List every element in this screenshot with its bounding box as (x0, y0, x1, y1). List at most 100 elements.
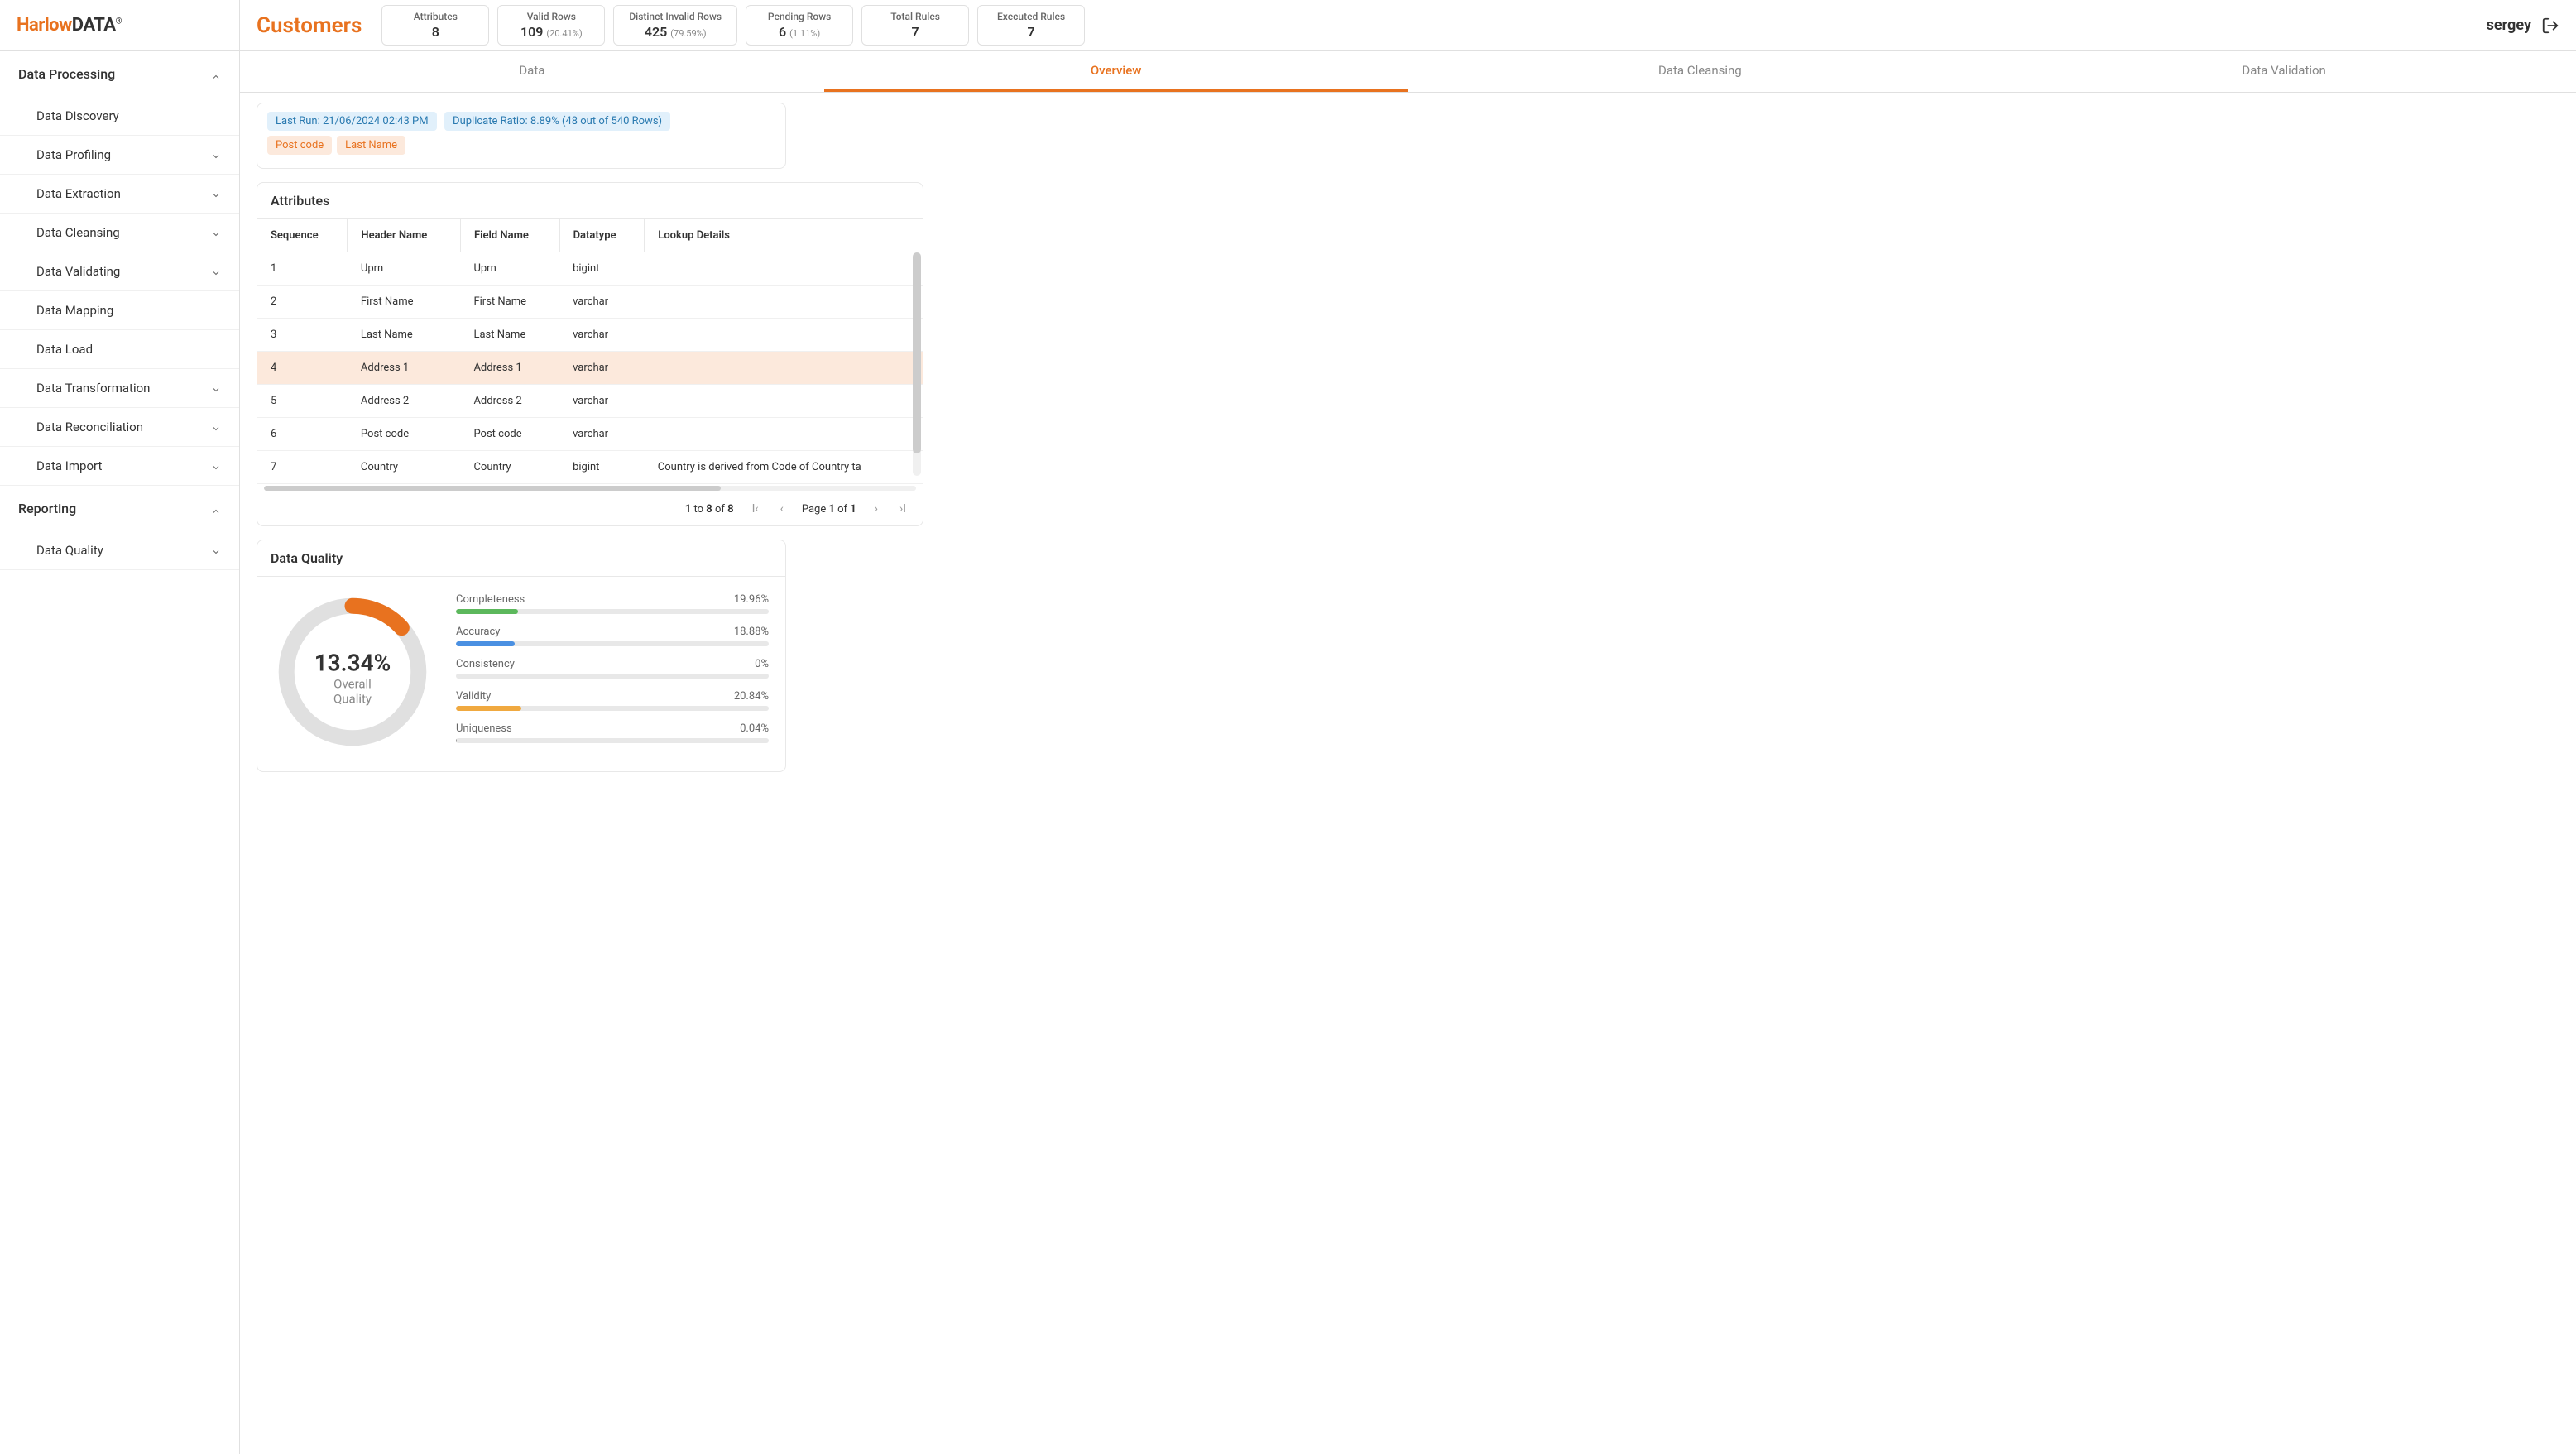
nav-item-label: Data Quality (36, 543, 103, 558)
quality-metric: Accuracy18.88% (456, 626, 769, 646)
metric-bar (456, 674, 769, 679)
chevron-down-icon (211, 228, 221, 238)
logo-part2: DATA (72, 15, 116, 36)
pagination: 1 to 8 of 8 I‹ ‹ Page 1 of 1 › ›I (257, 492, 923, 525)
metric-value: 0% (755, 658, 769, 670)
stat-sub: (79.59%) (670, 28, 706, 39)
tab[interactable]: Data Validation (1992, 51, 2576, 92)
attributes-table: SequenceHeader NameField NameDatatypeLoo… (257, 219, 923, 484)
table-cell: varchar (559, 385, 645, 418)
stat-card: Distinct Invalid Rows 425 (79.59%) (613, 5, 737, 46)
column-header[interactable]: Lookup Details (645, 219, 923, 252)
table-cell (645, 418, 923, 451)
vertical-scrollbar[interactable] (913, 252, 921, 476)
nav-section-header[interactable]: Reporting (0, 486, 239, 531)
table-cell: bigint (559, 451, 645, 484)
data-quality-panel: Data Quality 13.34% Overall Quality Comp… (257, 540, 786, 772)
stat-value: 425 (79.59%) (629, 24, 722, 40)
metric-value: 20.84% (734, 690, 769, 703)
table-row[interactable]: 5Address 2Address 2varchar (257, 385, 923, 418)
table-cell: Country is derived from Code of Country … (645, 451, 923, 484)
pagination-first-icon[interactable]: I‹ (749, 502, 762, 516)
nav-item[interactable]: Data Mapping (0, 291, 239, 330)
pagination-range: 1 to 8 of 8 (685, 503, 734, 516)
nav-item[interactable]: Data Discovery (0, 97, 239, 136)
column-header[interactable]: Sequence (257, 219, 348, 252)
stat-value: 109 (20.41%) (513, 24, 589, 40)
stat-label: Distinct Invalid Rows (629, 11, 722, 22)
column-header[interactable]: Datatype (559, 219, 645, 252)
nav-item[interactable]: Data Transformation (0, 369, 239, 408)
quality-gauge: 13.34% Overall Quality (274, 593, 431, 751)
content: Last Run: 21/06/2024 02:43 PM Duplicate … (240, 93, 2576, 1454)
table-cell: varchar (559, 319, 645, 352)
metric-bar (456, 641, 769, 646)
table-cell: Address 1 (460, 352, 559, 385)
pagination-next-icon[interactable]: › (871, 502, 881, 516)
metric-value: 19.96% (734, 593, 769, 606)
nav-section-header[interactable]: Data Processing (0, 51, 239, 97)
nav-item-label: Data Mapping (36, 303, 113, 318)
table-cell (645, 286, 923, 319)
tag-badge: Last Name (337, 136, 405, 155)
nav-item[interactable]: Data Validating (0, 252, 239, 291)
chevron-up-icon (211, 504, 221, 514)
topbar: Customers Attributes8 Valid Rows109 (20.… (240, 0, 2576, 51)
table-cell: 3 (257, 319, 348, 352)
main: Customers Attributes8 Valid Rows109 (20.… (240, 0, 2576, 1454)
tab[interactable]: Overview (824, 51, 1408, 92)
nav-item[interactable]: Data Load (0, 330, 239, 369)
horizontal-scrollbar[interactable] (264, 486, 916, 491)
column-header[interactable]: Field Name (460, 219, 559, 252)
metric-label: Validity (456, 690, 491, 703)
page-title: Customers (257, 13, 362, 38)
pagination-prev-icon[interactable]: ‹ (777, 502, 787, 516)
logo-trademark: ® (116, 17, 122, 26)
nav-item[interactable]: Data Import (0, 447, 239, 486)
table-cell: 5 (257, 385, 348, 418)
table-cell: Address 2 (460, 385, 559, 418)
nav-item[interactable]: Data Profiling (0, 136, 239, 175)
metric-label: Completeness (456, 593, 525, 606)
table-row[interactable]: 3Last NameLast Namevarchar (257, 319, 923, 352)
pagination-last-icon[interactable]: ›I (896, 502, 909, 516)
nav-item[interactable]: Data Cleansing (0, 214, 239, 252)
table-row[interactable]: 2First NameFirst Namevarchar (257, 286, 923, 319)
logo[interactable]: HarlowDATA® (0, 0, 239, 51)
sidebar: HarlowDATA® Data Processing Data Discover… (0, 0, 240, 1454)
metric-label: Accuracy (456, 626, 500, 638)
tabs: DataOverviewData CleansingData Validatio… (240, 51, 2576, 93)
table-cell: 7 (257, 451, 348, 484)
table-cell: 4 (257, 352, 348, 385)
stat-card: Attributes8 (381, 5, 489, 46)
nav-section-label: Data Processing (18, 66, 115, 82)
table-row[interactable]: 6Post codePost codevarchar (257, 418, 923, 451)
metric-bar (456, 706, 769, 711)
stat-value: 6 (1.11%) (761, 24, 837, 40)
chevron-up-icon (211, 70, 221, 79)
table-cell: Post code (460, 418, 559, 451)
nav-item-label: Data Extraction (36, 186, 121, 201)
nav-item-label: Data Reconciliation (36, 420, 143, 434)
pagination-page: Page 1 of 1 (802, 503, 856, 516)
stat-label: Executed Rules (993, 11, 1069, 22)
table-cell: Last Name (460, 319, 559, 352)
table-row[interactable]: 4Address 1Address 1varchar (257, 352, 923, 385)
column-header[interactable]: Header Name (348, 219, 461, 252)
nav-item-label: Data Import (36, 458, 102, 473)
logout-icon[interactable] (2541, 17, 2559, 35)
chevron-down-icon (211, 150, 221, 160)
tag-badge: Post code (267, 136, 332, 155)
tab[interactable]: Data Cleansing (1408, 51, 1993, 92)
table-row[interactable]: 7CountryCountrybigintCountry is derived … (257, 451, 923, 484)
tab[interactable]: Data (240, 51, 824, 92)
nav-item[interactable]: Data Reconciliation (0, 408, 239, 447)
nav-item-label: Data Discovery (36, 108, 119, 123)
table-row[interactable]: 1UprnUprnbigint (257, 252, 923, 286)
duplicate-ratio-badge: Duplicate Ratio: 8.89% (48 out of 540 Ro… (444, 112, 670, 131)
username: sergey (2487, 17, 2531, 34)
nav-item[interactable]: Data Quality (0, 531, 239, 570)
data-quality-title: Data Quality (257, 540, 785, 577)
nav-item[interactable]: Data Extraction (0, 175, 239, 214)
stat-label: Pending Rows (761, 11, 837, 22)
